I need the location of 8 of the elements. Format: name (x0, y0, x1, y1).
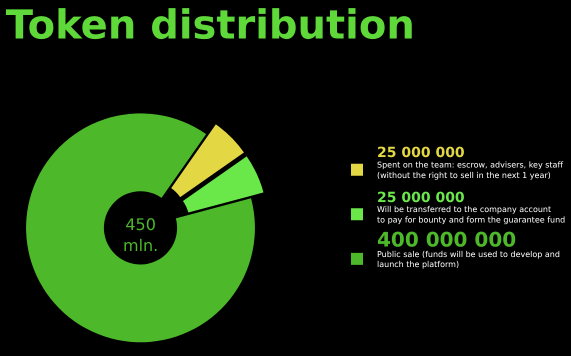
legend-label: Will be transferred to the company account to pay for bounty and form the guarantee fund (377, 205, 566, 225)
legend-label: Spent on the team: escrow, advisers, key staff (without the right to sell in the next 1 year) (377, 160, 564, 180)
data-label: 25 000 000 (377, 190, 465, 206)
chart-title: Token distribution (6, 2, 415, 49)
legend-label: Public sale (funds will be used to develop and launch the platform) (377, 250, 560, 270)
data-label: 400 000 000 (377, 227, 516, 252)
text: 450 mln. (123, 215, 158, 255)
data-label: 25 000 000 (377, 145, 465, 162)
